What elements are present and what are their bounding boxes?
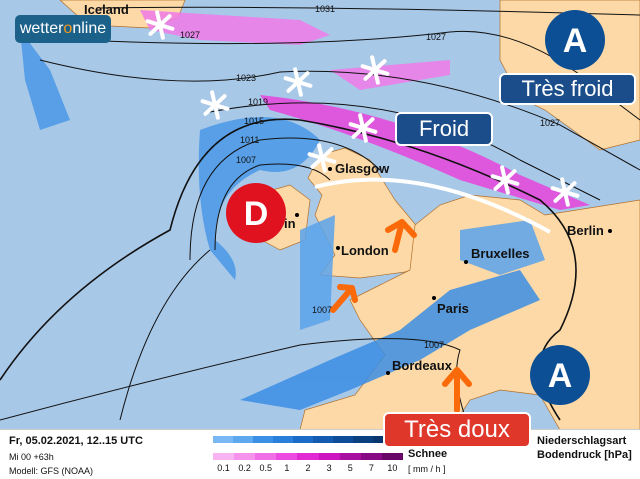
forecast-date: Fr, 05.02.2021, 12..15 UTC (9, 435, 143, 447)
scale-tick: 0.1 (217, 463, 230, 473)
scale-tick: 7 (368, 463, 374, 473)
color-swatch (353, 436, 373, 443)
high-pressure-north: A (545, 10, 605, 70)
isobar-label: 1011 (240, 135, 259, 145)
color-swatch (213, 453, 235, 460)
isobar-label: 1027 (540, 118, 560, 128)
model-name: Modell: GFS (NOAA) (9, 466, 94, 476)
isobar-label: 1027 (180, 30, 200, 40)
scale-tick: 2 (305, 463, 311, 473)
snowflake-icon (348, 113, 378, 143)
warm-arrows (330, 219, 472, 413)
city-label: Berlin (567, 223, 604, 238)
city-label: Bruxelles (471, 246, 530, 261)
warm-arrow-icon (442, 367, 472, 413)
scale-tick: 1 (284, 463, 290, 473)
scale-tick: 3 (326, 463, 332, 473)
color-swatch (381, 453, 403, 460)
wetteronline-logo: wetteronline (15, 15, 111, 43)
color-swatch (233, 436, 253, 443)
snowflake-icon (550, 177, 580, 207)
city-label: Paris (437, 301, 469, 316)
color-swatch (293, 436, 313, 443)
snowflake-icon (490, 165, 520, 195)
logo-text: o (63, 20, 73, 37)
color-swatch (339, 453, 361, 460)
snowflake-icon (200, 90, 230, 120)
precip-type-title: Niederschlagsart (537, 435, 627, 447)
color-swatch (318, 453, 340, 460)
weather-map: 1031 1027 1027 1027 1023 1019 1015 1011 … (0, 0, 640, 430)
snowflakes (145, 10, 580, 207)
logo-text: nline (72, 20, 107, 37)
city-label: London (341, 243, 389, 258)
snowflake-icon (145, 10, 175, 40)
isobar-label: 1007 (424, 340, 444, 350)
scale-tick: 5 (347, 463, 353, 473)
high-label: A (548, 357, 573, 395)
color-swatch (273, 436, 293, 443)
high-pressure-south: A (530, 345, 590, 405)
city-label: Bordeaux (392, 358, 453, 373)
color-swatch (234, 453, 256, 460)
high-label: A (563, 22, 588, 60)
snowflake-icon (283, 67, 313, 97)
cold-front-line (314, 177, 551, 234)
color-swatch (360, 453, 382, 460)
pressure-title: Bodendruck [hPa] (537, 449, 632, 461)
isobar-label: 1023 (236, 73, 256, 83)
snowflake-icon (307, 143, 337, 173)
city-label: Iceland (84, 2, 129, 17)
unit-label: [ mm / h ] (408, 464, 446, 474)
isobar-labels: 1031 1027 1027 1027 1023 1019 1015 1011 … (180, 4, 560, 350)
logo-text: wetter (19, 20, 64, 37)
label-tres-doux: Très doux (383, 412, 531, 448)
warm-arrow-icon (385, 219, 417, 253)
warm-arrow-icon (330, 284, 358, 313)
color-swatch (213, 436, 233, 443)
snowflake-icon (360, 55, 390, 85)
low-label: D (244, 195, 269, 233)
isobar-label: 1027 (426, 32, 446, 42)
isobar-label: 1031 (315, 4, 335, 14)
scale-tick: 0.2 (238, 463, 251, 473)
label-froid: Froid (395, 112, 493, 146)
low-pressure: D (226, 183, 286, 243)
color-swatch (313, 436, 333, 443)
rain-color-scale (213, 436, 393, 443)
snow-label: Schnee (408, 448, 448, 460)
snow-color-scale (213, 453, 403, 460)
legend: Fr, 05.02.2021, 12..15 UTC Mi 00 +63h Mo… (0, 429, 640, 479)
cities: Iceland Glasgow in London Bruxelles Berl… (84, 2, 612, 375)
scale-ticks: 0.1 0.2 0.5 1 2 3 5 7 10 (213, 463, 403, 473)
isobar-label: 1007 (236, 155, 256, 165)
scale-tick: 10 (387, 463, 398, 473)
city-label: in (284, 216, 296, 231)
scale-tick: 0.5 (259, 463, 273, 473)
model-run: Mi 00 +63h (9, 452, 54, 462)
color-swatch (276, 453, 298, 460)
city-label: Glasgow (335, 161, 390, 176)
color-swatch (255, 453, 277, 460)
isobar-label: 1007 (312, 305, 332, 315)
color-swatch (333, 436, 353, 443)
isobar-label: 1019 (248, 97, 268, 107)
color-swatch (297, 453, 319, 460)
isobar-label: 1015 (244, 116, 264, 126)
color-swatch (253, 436, 273, 443)
label-tres-froid: Très froid (499, 73, 636, 105)
